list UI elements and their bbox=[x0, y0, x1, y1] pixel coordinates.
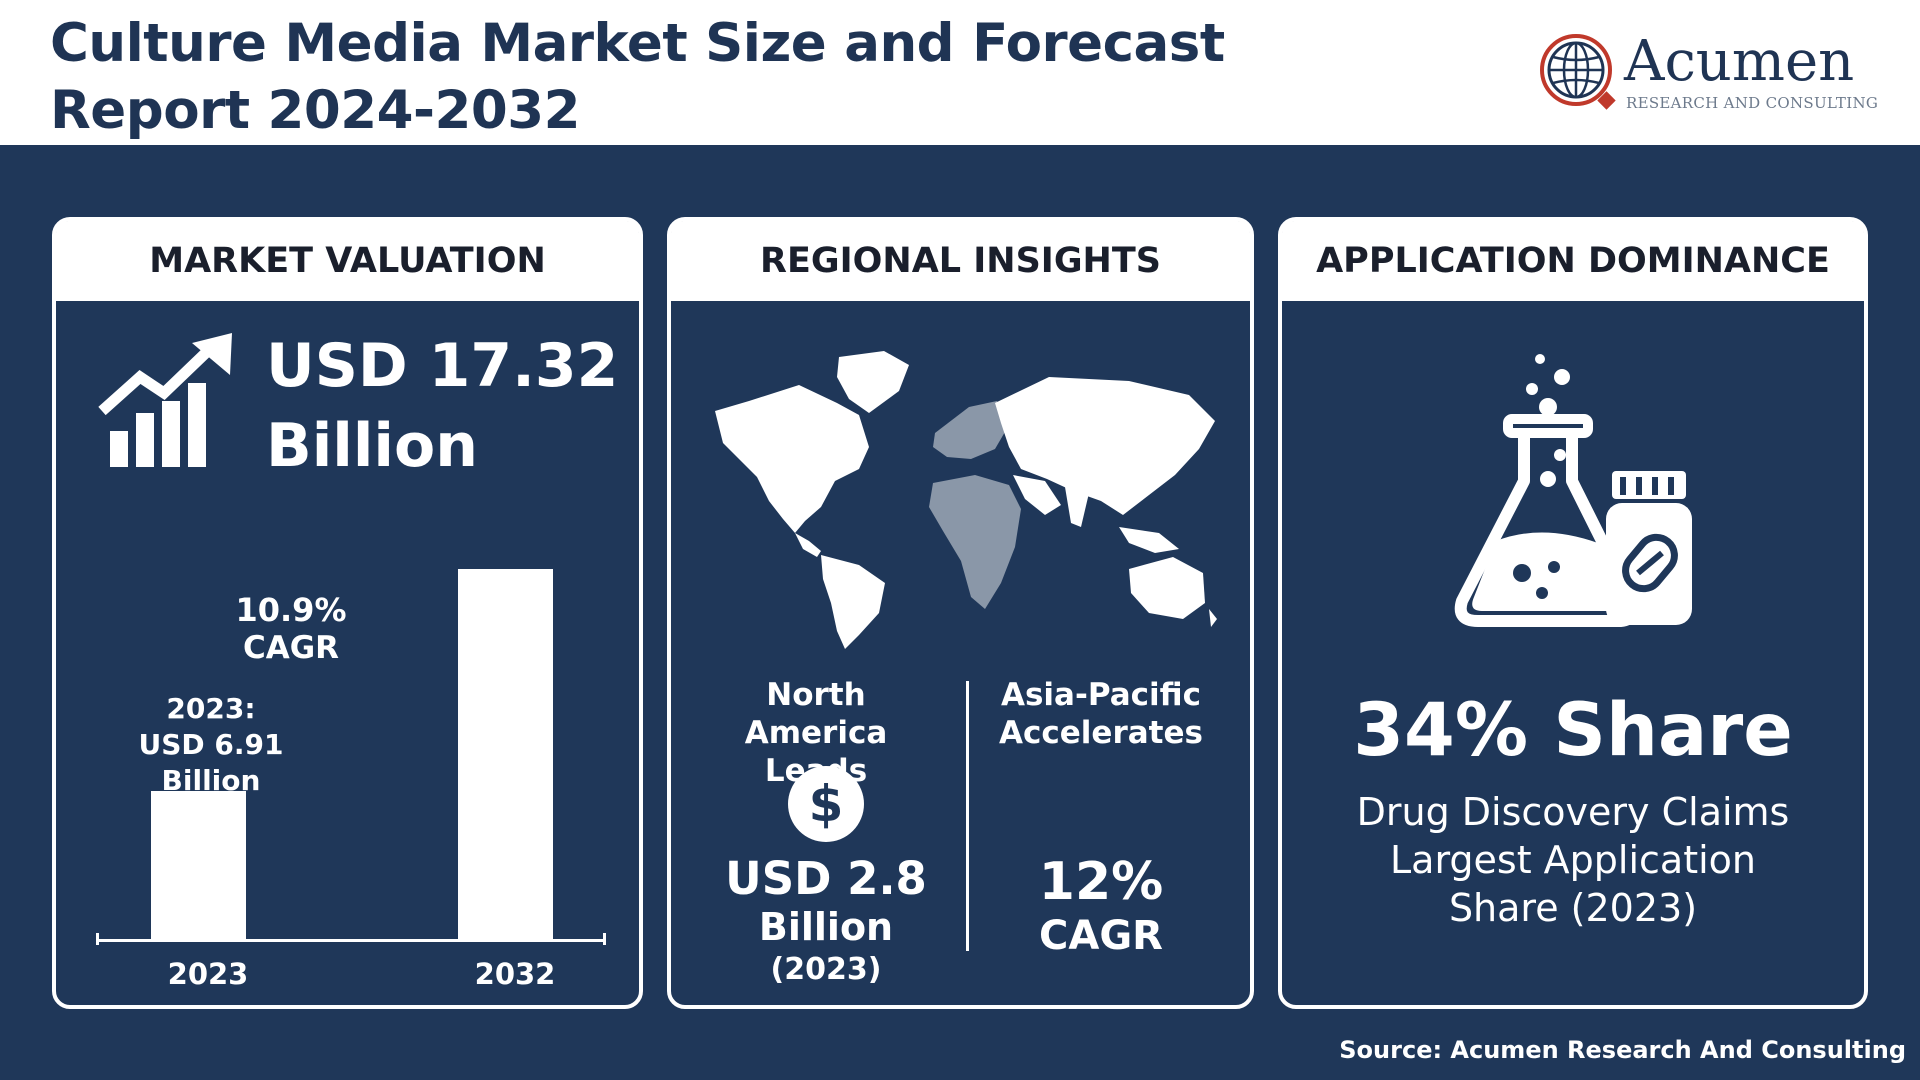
bar-2032 bbox=[458, 569, 553, 939]
x-label-2032: 2032 bbox=[474, 957, 556, 991]
share-desc-line-1: Drug Discovery Claims bbox=[1356, 790, 1790, 834]
share-value: 34% Share bbox=[1353, 688, 1793, 773]
company-logo: Acumen RESEARCH AND CONSULTING bbox=[1538, 32, 1878, 114]
header: Culture Media Market Size and Forecast R… bbox=[0, 0, 1920, 145]
bar-2023 bbox=[151, 791, 246, 939]
market-value-amount: USD 17.32 bbox=[266, 331, 619, 401]
cagr-label: CAGR bbox=[242, 630, 340, 666]
market-value-unit: Billion bbox=[266, 411, 478, 481]
panel-header: REGIONAL INSIGHTS bbox=[671, 221, 1250, 301]
chart-baseline bbox=[96, 939, 606, 942]
dollar-icon: $ bbox=[788, 766, 864, 842]
panel-title: APPLICATION DOMINANCE bbox=[1316, 241, 1830, 281]
source-credit: Source: Acumen Research And Consulting bbox=[1339, 1036, 1906, 1064]
bar-2023-annotation: 2023: USD 6.91 Billion bbox=[116, 691, 306, 799]
market-value: USD 17.32 Billion bbox=[266, 326, 618, 486]
chart-tick-left bbox=[96, 933, 99, 945]
share-description: Drug Discovery Claims Largest Applicatio… bbox=[1322, 788, 1824, 932]
north-america-unit: Billion bbox=[758, 905, 894, 949]
share-desc-line-3: Share (2023) bbox=[1448, 886, 1698, 930]
regional-insights-panel: REGIONAL INSIGHTS bbox=[667, 217, 1254, 1009]
share-desc-line-2: Largest Application bbox=[1389, 838, 1756, 882]
page-title: Culture Media Market Size and Forecast R… bbox=[50, 10, 1300, 144]
asia-pacific-cagr-label: CAGR bbox=[1039, 913, 1163, 959]
cagr-value: 10.9% bbox=[235, 591, 347, 629]
world-map-icon bbox=[715, 351, 1217, 649]
north-america-value: USD 2.8 bbox=[725, 852, 927, 905]
bar-annotation-value: USD 6.91 bbox=[138, 728, 284, 761]
title-line-2: Report 2024-2032 bbox=[50, 80, 581, 141]
chart-tick-right bbox=[603, 933, 606, 945]
title-line-1: Culture Media Market Size and Forecast bbox=[50, 13, 1225, 74]
north-america-year: (2023) bbox=[770, 952, 882, 987]
panel-header: APPLICATION DOMINANCE bbox=[1282, 221, 1864, 301]
market-valuation-panel: MARKET VALUATION USD 17.32 Billion 10.9%… bbox=[52, 217, 643, 1009]
x-label-2023: 2023 bbox=[167, 957, 249, 991]
ap-title-line-1: Asia-Pacific bbox=[1000, 677, 1202, 713]
growth-chart-icon bbox=[98, 333, 232, 467]
bar-annotation-year: 2023: bbox=[166, 692, 256, 725]
na-title-line-1: North America bbox=[744, 677, 888, 751]
ap-title-line-2: Accelerates bbox=[999, 715, 1203, 751]
globe-logo-icon bbox=[1540, 34, 1616, 110]
panel-header: MARKET VALUATION bbox=[56, 221, 639, 301]
logo-tagline: RESEARCH AND CONSULTING bbox=[1626, 94, 1879, 112]
asia-pacific-title: Asia-Pacific Accelerates bbox=[971, 676, 1231, 752]
region-divider bbox=[966, 681, 969, 951]
logo-name: Acumen bbox=[1624, 29, 1855, 94]
asia-pacific-cagr-value: 12% bbox=[1038, 852, 1164, 912]
panel-title: MARKET VALUATION bbox=[149, 241, 546, 281]
panel-title: REGIONAL INSIGHTS bbox=[760, 241, 1161, 281]
flask-pill-bottle-icon bbox=[1454, 354, 1692, 627]
application-dominance-panel: APPLICATION DOMINANCE bbox=[1278, 217, 1868, 1009]
